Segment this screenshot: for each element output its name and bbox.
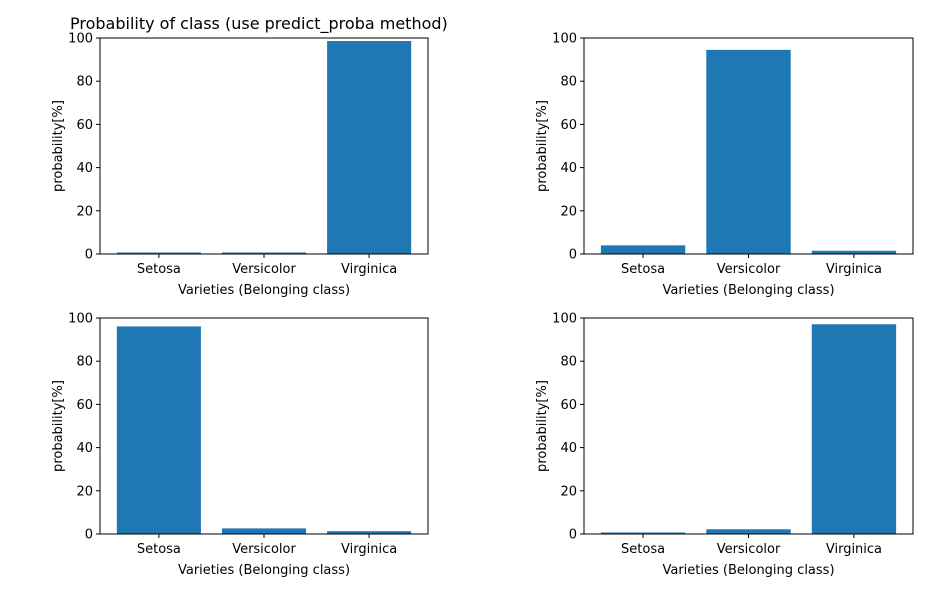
x-axis-label: Varieties (Belonging class) bbox=[178, 283, 350, 298]
y-tick-label: 20 bbox=[76, 484, 93, 499]
bar-versicolor bbox=[706, 529, 791, 534]
y-axis-label: probability[%] bbox=[51, 380, 66, 472]
subplot-4: 0 20 40 60 80 100 Setosa Versicolor Virginica Var… bbox=[535, 312, 914, 578]
y-tick-label: 60 bbox=[560, 398, 577, 413]
x-tick-label-virginica: Virginica bbox=[826, 542, 882, 557]
y-tick-label: 100 bbox=[552, 32, 577, 47]
x-axis-label: Varieties (Belonging class) bbox=[662, 283, 834, 298]
y-tick-label: 0 bbox=[85, 248, 93, 263]
x-tick-label-versicolor: Versicolor bbox=[717, 542, 781, 557]
y-tick-label: 0 bbox=[569, 248, 577, 263]
y-axis-label: probability[%] bbox=[535, 380, 550, 472]
subplot-2: 0 20 40 60 80 100 Setosa Versicolor Virginica Var… bbox=[535, 32, 914, 298]
y-tick-label: 20 bbox=[76, 204, 93, 219]
x-tick-label-versicolor: Versicolor bbox=[232, 542, 296, 557]
x-tick-label-virginica: Virginica bbox=[826, 262, 882, 277]
bar-versicolor bbox=[221, 252, 307, 254]
chart-title: Probability of class (use predict_proba … bbox=[70, 14, 448, 34]
bar-virginica bbox=[811, 250, 897, 254]
y-tick-label: 80 bbox=[76, 75, 93, 90]
bar-setosa bbox=[600, 245, 686, 254]
y-tick-label: 40 bbox=[76, 161, 93, 176]
subplot-3: 0 20 40 60 80 100 Setosa Versicolor Virginica Var… bbox=[51, 312, 429, 578]
x-tick-label-versicolor: Versicolor bbox=[717, 262, 781, 277]
bar-virginica bbox=[327, 41, 412, 254]
bar-setosa bbox=[600, 532, 686, 534]
x-tick-label-setosa: Setosa bbox=[137, 542, 181, 557]
y-tick-label: 20 bbox=[560, 484, 577, 499]
y-tick-label: 60 bbox=[76, 118, 93, 133]
x-axis-label: Varieties (Belonging class) bbox=[662, 563, 834, 578]
y-tick-label: 100 bbox=[68, 32, 93, 47]
y-tick-label: 60 bbox=[76, 398, 93, 413]
y-tick-label: 100 bbox=[68, 312, 93, 327]
subplot-1: 0 20 40 60 80 100 Setosa Versicolor Virginica Var… bbox=[51, 14, 448, 298]
y-tick-label: 40 bbox=[560, 161, 577, 176]
y-tick-label: 80 bbox=[560, 355, 577, 370]
bar-versicolor bbox=[706, 49, 791, 254]
y-tick-label: 60 bbox=[560, 118, 577, 133]
y-tick-label: 40 bbox=[560, 441, 577, 456]
y-tick-label: 80 bbox=[76, 355, 93, 370]
x-tick-label-setosa: Setosa bbox=[621, 262, 665, 277]
y-tick-label: 20 bbox=[560, 204, 577, 219]
bar-virginica bbox=[811, 324, 897, 534]
x-tick-label-virginica: Virginica bbox=[341, 262, 397, 277]
y-tick-label: 100 bbox=[552, 312, 577, 327]
bar-setosa bbox=[116, 252, 201, 254]
x-axis-label: Varieties (Belonging class) bbox=[178, 563, 350, 578]
y-tick-label: 80 bbox=[560, 75, 577, 90]
bar-setosa bbox=[116, 326, 201, 534]
x-tick-label-versicolor: Versicolor bbox=[232, 262, 296, 277]
x-tick-label-setosa: Setosa bbox=[621, 542, 665, 557]
y-axis-label: probability[%] bbox=[535, 100, 550, 192]
y-tick-label: 0 bbox=[85, 528, 93, 543]
x-tick-label-virginica: Virginica bbox=[341, 542, 397, 557]
y-tick-label: 0 bbox=[569, 528, 577, 543]
bar-virginica bbox=[327, 531, 412, 534]
y-tick-label: 40 bbox=[76, 441, 93, 456]
bar-versicolor bbox=[221, 528, 307, 534]
y-axis-label: probability[%] bbox=[51, 100, 66, 192]
x-tick-label-setosa: Setosa bbox=[137, 262, 181, 277]
